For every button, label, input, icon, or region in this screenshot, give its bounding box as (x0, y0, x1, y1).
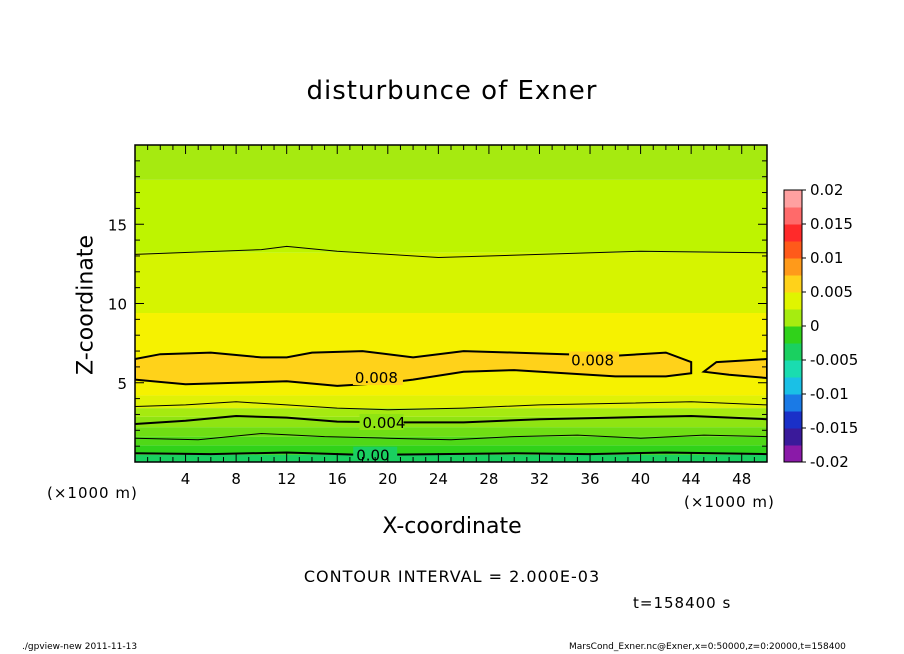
x-tick-label: 36 (580, 470, 599, 488)
contour-band (135, 436, 767, 446)
colorbar-swatch (784, 360, 802, 378)
colorbar-tick-label: 0.02 (810, 181, 843, 199)
x-tick-label: 40 (631, 470, 650, 488)
colorbar-swatch (784, 377, 802, 395)
contour-line-0.002 (135, 432, 767, 441)
colorbar-swatch (784, 258, 802, 276)
colorbar-tick-label: 0.015 (810, 215, 853, 233)
y-tick-label: 15 (108, 216, 127, 234)
contour-band (135, 252, 767, 314)
x-tick-label: 44 (682, 470, 701, 488)
contour-label-bg (359, 413, 404, 430)
contour-region-0.008 (135, 350, 693, 387)
x-tick-label: 12 (277, 470, 296, 488)
colorbar-swatch (784, 343, 802, 361)
chart-title: disturbunce of Exner (306, 76, 598, 106)
colorbar-tick-label: -0.015 (810, 419, 858, 437)
contour-band (135, 445, 767, 455)
colorbar-swatch (784, 309, 802, 327)
contour-line-0.006 (135, 401, 767, 411)
colorbar-swatch (784, 275, 802, 293)
contour-band (135, 427, 767, 437)
y-axis-label: Z-coordinate (73, 235, 99, 375)
x-tick-label: 16 (328, 470, 347, 488)
colorbar-tick-label: -0.01 (810, 385, 849, 403)
contour-label-0.008: 0.008 (571, 352, 614, 370)
contour-band (135, 145, 767, 180)
colorbar-swatch (784, 394, 802, 412)
x-tick-label: 48 (732, 470, 751, 488)
colorbar-swatch (784, 445, 802, 463)
x-tick-label: 28 (479, 470, 498, 488)
colorbar-tick-label: -0.02 (810, 453, 849, 471)
y-tick-label: 5 (117, 375, 127, 393)
contour-region-0.008-right (701, 357, 767, 380)
contour-label-bg (353, 446, 398, 462)
contour-label-bg (569, 351, 620, 368)
contour-label-0.004: 0.004 (363, 414, 406, 432)
x-tick-label: 32 (530, 470, 549, 488)
contour-line-0.006 (135, 245, 767, 259)
contour-label-0.00: 0.00 (356, 447, 389, 465)
footer-left: ./gpview-new 2011-11-13 (22, 642, 138, 652)
y-unit-label: (×1000 m) (47, 484, 138, 502)
colorbar-tick-label: -0.005 (810, 351, 858, 369)
x-unit-label: (×1000 m) (684, 493, 775, 511)
x-tick-label: 24 (429, 470, 448, 488)
colorbar-swatch (784, 190, 802, 208)
contour-label-bg (352, 368, 403, 385)
colorbar-swatch (784, 411, 802, 429)
colorbar-swatch (784, 428, 802, 446)
colorbar-swatch (784, 241, 802, 259)
contour-interval-text: CONTOUR INTERVAL = 2.000E-03 (303, 567, 601, 586)
x-axis-label: X-coordinate (382, 514, 522, 539)
contour-label-0.008: 0.008 (355, 369, 398, 387)
plot-area (135, 145, 767, 462)
time-text: t=158400 s (633, 594, 732, 612)
x-tick-label: 8 (231, 470, 241, 488)
colorbar-swatch (784, 326, 802, 344)
y-tick-label: 10 (108, 296, 127, 314)
contour-band (135, 179, 767, 253)
footer-right: MarsCond_Exner.nc@Exner,x=0:50000,z=0:20… (569, 642, 846, 652)
colorbar-tick-label: 0 (810, 317, 820, 335)
colorbar-swatch (784, 224, 802, 242)
colorbar-tick-label: 0.005 (810, 283, 853, 301)
colorbar-swatch (784, 207, 802, 225)
colorbar-tick-label: 0.01 (810, 249, 843, 267)
colorbar-swatch (784, 292, 802, 310)
x-tick-label: 4 (181, 470, 191, 488)
contour-band (135, 408, 767, 417)
x-tick-label: 20 (378, 470, 397, 488)
